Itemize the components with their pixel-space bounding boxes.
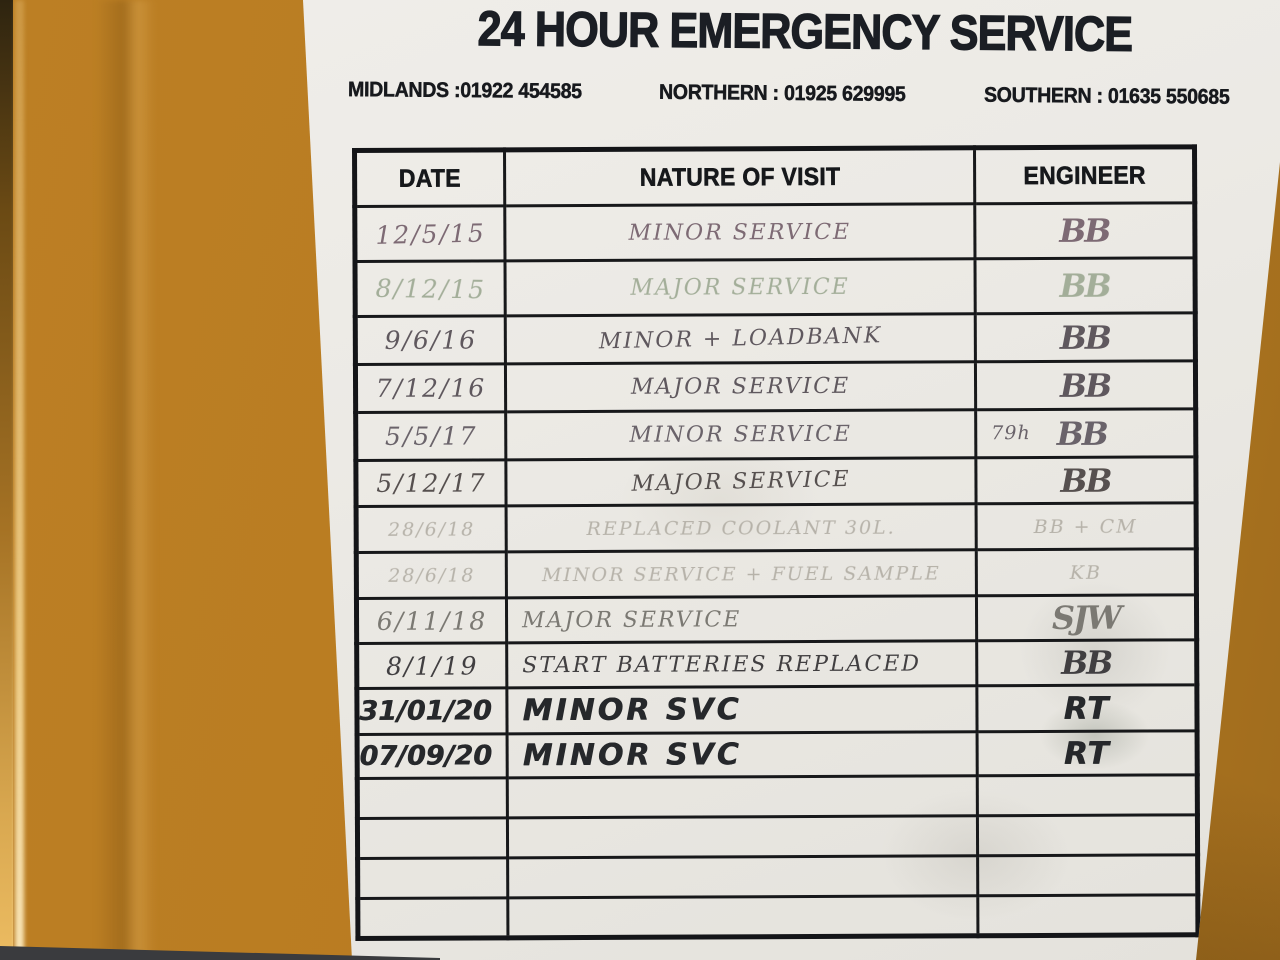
- sticker-header: 24 HOUR EMERGENCY SERVICE: [340, 2, 1270, 63]
- table-row: 8/12/15 MAJOR SERVICE BB: [354, 257, 1196, 317]
- entry-nature: MINOR + LOADBANK: [598, 323, 883, 355]
- table-row: 7/12/16 MAJOR SERVICE BB: [355, 360, 1196, 413]
- entry-nature: START BATTERIES REPLACED: [522, 651, 922, 678]
- entry-date: 8/12/15: [375, 273, 486, 304]
- table-row-empty: [357, 854, 1198, 899]
- entry-date: 8/1/19: [385, 650, 479, 681]
- table-row: 28/6/18 REPLACED COOLANT 30L. BB + CM: [356, 502, 1197, 553]
- col-header-nature: NATURE OF VISIT: [504, 147, 975, 206]
- entry-date: 6/11/18: [376, 605, 488, 636]
- engineer-signature: BB: [1059, 211, 1110, 250]
- contact-numbers: MIDLANDS :01922 454585 NORTHERN : 01925 …: [348, 78, 1248, 110]
- engineer-signature: BB: [1059, 366, 1111, 405]
- entry-date: 07/09/20: [359, 740, 492, 772]
- entry-date: 31/01/20: [359, 695, 492, 727]
- entry-nature: MINOR SERVICE: [628, 219, 852, 246]
- entry-nature: MINOR SERVICE: [629, 421, 853, 448]
- table-row: 6/11/18 MAJOR SERVICE SJW: [356, 594, 1197, 644]
- entry-date: 5/5/17: [384, 421, 478, 451]
- entry-nature: REPLACED COOLANT 30L.: [586, 516, 896, 540]
- table-row-empty: [357, 894, 1198, 939]
- entry-nature: MINOR SVC: [522, 737, 742, 774]
- entry-date: 12/5/15: [374, 217, 486, 250]
- engineer-hours-note: 79h: [991, 421, 1031, 444]
- entry-date: 5/12/17: [376, 468, 487, 498]
- table-row: 28/6/18 MINOR SERVICE + FUEL SAMPLE KB: [356, 548, 1197, 599]
- engineer-signature: BB: [1056, 414, 1107, 453]
- entry-date: 28/6/18: [388, 563, 476, 587]
- entry-date: 9/6/16: [384, 325, 478, 355]
- col-header-date: DATE: [354, 149, 505, 207]
- machine-panel-seam: [96, 0, 156, 960]
- engineer-signature: KB: [1069, 561, 1102, 584]
- engineer-signature: RT: [1063, 735, 1110, 772]
- entry-nature: MAJOR SERVICE: [631, 466, 851, 497]
- machine-edge-highlight: [15, 0, 24, 960]
- entry-nature: MINOR SVC: [522, 692, 742, 729]
- contact-southern: SOUTHERN : 01635 550685: [983, 83, 1230, 109]
- engineer-signature: BB + CM: [1033, 515, 1138, 538]
- service-record-table: DATE NATURE OF VISIT ENGINEER 12/5/15 MI…: [352, 144, 1201, 941]
- table-row: 8/1/19 START BATTERIES REPLACED BB: [356, 639, 1197, 689]
- col-header-engineer: ENGINEER: [974, 146, 1195, 204]
- entry-date: 28/6/18: [387, 517, 476, 541]
- table-row-empty: [357, 774, 1198, 819]
- table-row: 5/12/17 MAJOR SERVICE BB: [355, 456, 1197, 507]
- entry-nature: MAJOR SERVICE: [630, 274, 850, 301]
- table-row: 31/01/20 MINOR SVC RT: [356, 684, 1198, 735]
- entry-nature: MAJOR SERVICE: [522, 606, 742, 633]
- entry-nature: MINOR SERVICE + FUEL SAMPLE: [541, 561, 941, 586]
- contact-midlands: MIDLANDS :01922 454585: [347, 78, 582, 104]
- table-header-row: DATE NATURE OF VISIT ENGINEER: [354, 146, 1195, 207]
- table-row: 5/5/17 MINOR SERVICE 79h BB: [355, 408, 1196, 461]
- engineer-signature: BB: [1059, 318, 1110, 357]
- entry-nature: MAJOR SERVICE: [630, 373, 851, 400]
- engineer-signature: SJW: [1051, 598, 1121, 637]
- engineer-signature: BB: [1059, 266, 1110, 305]
- table-row: 07/09/20 MINOR SVC RT: [357, 730, 1198, 779]
- entry-date: 7/12/16: [375, 373, 487, 403]
- table-row-empty: [357, 814, 1198, 859]
- machine-door-edge: [0, 0, 13, 960]
- sticker-title: 24 HOUR EMERGENCY SERVICE: [477, 2, 1133, 63]
- engineer-signature: RT: [1063, 690, 1110, 727]
- table-row: 12/5/15 MINOR SERVICE BB: [354, 202, 1195, 262]
- table-row: 9/6/16 MINOR + LOADBANK BB: [355, 312, 1196, 365]
- engineer-signature: BB: [1060, 461, 1111, 500]
- engineer-signature: BB: [1061, 643, 1112, 682]
- contact-northern: NORTHERN : 01925 629995: [659, 80, 906, 107]
